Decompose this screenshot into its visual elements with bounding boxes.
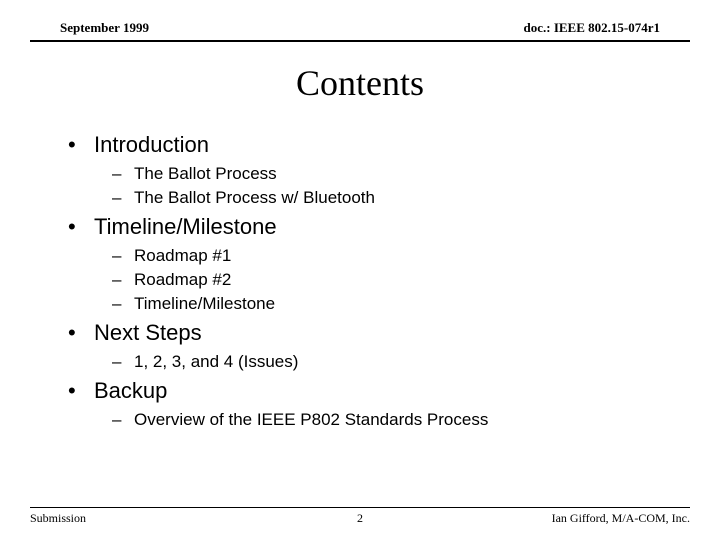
sub-item: –The Ballot Process w/ Bluetooth [112,188,660,208]
dash-icon: – [112,188,134,208]
outline-section: • Introduction –The Ballot Process –The … [68,132,660,208]
dash-icon: – [112,410,134,430]
sub-item: –Overview of the IEEE P802 Standards Pro… [112,410,660,430]
sub-item-label: Roadmap #2 [134,270,231,290]
footer-left: Submission [30,511,86,526]
outline-list: • Introduction –The Ballot Process –The … [68,132,660,430]
sub-item-label: The Ballot Process [134,164,277,184]
section-heading: • Next Steps [68,320,660,346]
section-heading: • Introduction [68,132,660,158]
section-label: Next Steps [94,320,202,346]
section-label: Backup [94,378,167,404]
slide-title: Contents [0,62,720,104]
footer-page-number: 2 [357,511,363,526]
dash-icon: – [112,246,134,266]
bullet-icon: • [68,132,94,158]
section-label: Introduction [94,132,209,158]
section-items: –Roadmap #1 –Roadmap #2 –Timeline/Milest… [112,246,660,314]
dash-icon: – [112,352,134,372]
footer-right: Ian Gifford, M/A-COM, Inc. [552,511,690,526]
section-heading: • Timeline/Milestone [68,214,660,240]
bullet-icon: • [68,378,94,404]
slide-content: • Introduction –The Ballot Process –The … [0,132,720,430]
sub-item: –The Ballot Process [112,164,660,184]
sub-item: –Roadmap #1 [112,246,660,266]
slide-footer: Submission 2 Ian Gifford, M/A-COM, Inc. [30,507,690,526]
sub-item: –1, 2, 3, and 4 (Issues) [112,352,660,372]
header-docid: doc.: IEEE 802.15-074r1 [524,20,661,36]
sub-item-label: The Ballot Process w/ Bluetooth [134,188,375,208]
dash-icon: – [112,164,134,184]
section-label: Timeline/Milestone [94,214,277,240]
outline-section: • Backup –Overview of the IEEE P802 Stan… [68,378,660,430]
dash-icon: – [112,270,134,290]
section-items: –The Ballot Process –The Ballot Process … [112,164,660,208]
sub-item-label: Timeline/Milestone [134,294,275,314]
sub-item: –Timeline/Milestone [112,294,660,314]
sub-item: –Roadmap #2 [112,270,660,290]
sub-item-label: Overview of the IEEE P802 Standards Proc… [134,410,488,430]
sub-item-label: Roadmap #1 [134,246,231,266]
section-items: –Overview of the IEEE P802 Standards Pro… [112,410,660,430]
outline-section: • Timeline/Milestone –Roadmap #1 –Roadma… [68,214,660,314]
bullet-icon: • [68,320,94,346]
bullet-icon: • [68,214,94,240]
outline-section: • Next Steps –1, 2, 3, and 4 (Issues) [68,320,660,372]
dash-icon: – [112,294,134,314]
section-heading: • Backup [68,378,660,404]
sub-item-label: 1, 2, 3, and 4 (Issues) [134,352,298,372]
section-items: –1, 2, 3, and 4 (Issues) [112,352,660,372]
slide-header: September 1999 doc.: IEEE 802.15-074r1 [30,0,690,42]
header-date: September 1999 [60,20,149,36]
